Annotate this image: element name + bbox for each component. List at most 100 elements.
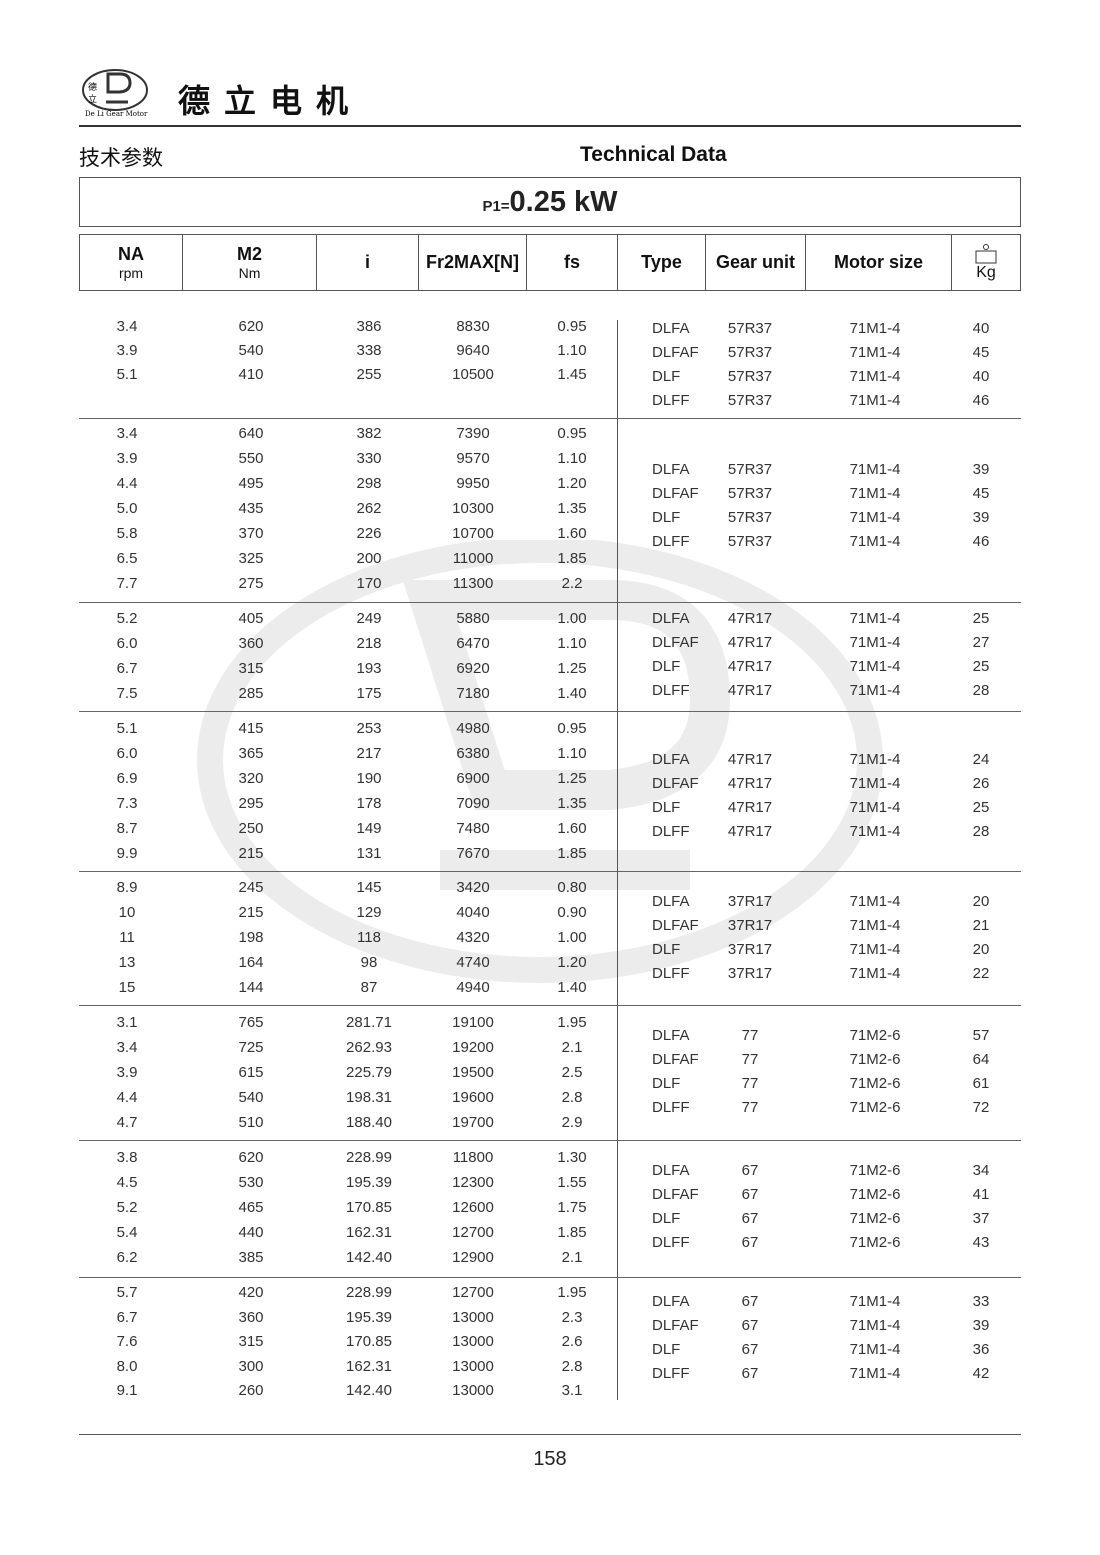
group-separator	[79, 1277, 1021, 1278]
cell-weight: 28	[972, 682, 990, 699]
cell-motor-size: 71M1-4	[849, 509, 901, 526]
cell-gear-unit: 67	[741, 1317, 759, 1334]
cell-service-factor: 0.95	[557, 318, 587, 335]
cell-ratio: 218	[356, 635, 382, 652]
page-number: 158	[533, 1448, 567, 1470]
cell-service-factor: 1.40	[557, 979, 587, 996]
cell-speed: 3.8	[116, 1149, 138, 1166]
cell-speed: 4.4	[116, 1089, 138, 1106]
cell-ratio: 162.31	[346, 1357, 392, 1375]
cell-gear-unit: 57R37	[727, 485, 773, 502]
cell-gear-unit: 47R17	[727, 634, 773, 651]
cell-gear-unit: 67	[741, 1293, 759, 1310]
cell-torque: 260	[238, 1382, 264, 1399]
cell-radial-force: 6920	[456, 660, 490, 677]
cell-type: DLF	[652, 658, 681, 675]
cell-service-factor: 0.90	[557, 904, 587, 921]
cell-motor-size: 71M1-4	[849, 392, 901, 409]
cell-motor-size: 71M2-6	[849, 1186, 901, 1203]
cell-radial-force: 5880	[456, 610, 490, 627]
cell-weight: 25	[972, 658, 990, 675]
cell-torque: 405	[238, 610, 264, 627]
cell-ratio: 228.99	[346, 1149, 392, 1166]
cell-torque: 320	[238, 770, 264, 787]
cell-speed: 6.7	[116, 660, 138, 677]
cell-service-factor: 1.25	[557, 660, 587, 677]
cell-motor-size: 71M1-4	[849, 634, 901, 651]
cell-ratio: 217	[356, 745, 382, 762]
col-fr2max: Fr2MAX[N]	[419, 235, 527, 290]
cell-motor-size: 71M1-4	[849, 485, 901, 502]
col-m2-unit: Nm	[238, 265, 261, 281]
cell-type: DLF	[652, 1341, 681, 1358]
cell-weight: 20	[972, 941, 990, 958]
cell-motor-size: 71M1-4	[849, 658, 901, 675]
cell-motor-size: 71M1-4	[849, 799, 901, 816]
cell-ratio: 195.39	[346, 1174, 392, 1191]
cell-radial-force: 12700	[452, 1284, 494, 1301]
cell-gear-unit: 37R17	[727, 917, 773, 934]
cell-gear-unit: 57R37	[727, 368, 773, 385]
cell-torque: 315	[238, 1333, 264, 1350]
cell-weight: 57	[972, 1027, 990, 1044]
cell-service-factor: 2.8	[561, 1089, 583, 1106]
cell-speed: 8.0	[116, 1357, 138, 1375]
cell-gear-unit: 47R17	[727, 610, 773, 627]
col-kg: Kg	[952, 235, 1020, 290]
cell-radial-force: 7390	[456, 425, 490, 442]
cell-radial-force: 10300	[452, 500, 494, 517]
cell-speed: 4.7	[116, 1114, 138, 1131]
cell-motor-size: 71M1-4	[849, 610, 901, 627]
col-motor-size: Motor size	[806, 235, 952, 290]
cell-speed: 9.1	[116, 1382, 138, 1399]
cell-type: DLFAF	[652, 1186, 699, 1203]
cell-radial-force: 7180	[456, 685, 490, 702]
title-english: Technical Data	[580, 143, 727, 166]
cell-radial-force: 9570	[456, 450, 490, 467]
cell-service-factor: 2.5	[561, 1064, 583, 1081]
cell-gear-unit: 47R17	[727, 799, 773, 816]
cell-ratio: 145	[356, 879, 382, 896]
cell-service-factor: 2.3	[561, 1308, 583, 1326]
cell-type: DLFA	[652, 1162, 690, 1179]
cell-weight: 24	[972, 751, 990, 768]
cell-type: DLFA	[652, 320, 690, 337]
cell-radial-force: 4940	[456, 979, 490, 996]
cell-type: DLFA	[652, 893, 690, 910]
cell-torque: 385	[238, 1249, 264, 1266]
cell-weight: 37	[972, 1210, 990, 1227]
cell-type: DLFA	[652, 610, 690, 627]
cell-torque: 245	[238, 879, 264, 896]
cell-speed: 7.3	[116, 795, 138, 812]
col-na: NA rpm	[80, 235, 183, 290]
cell-speed: 5.2	[116, 610, 138, 627]
cell-radial-force: 19500	[452, 1064, 494, 1081]
cell-service-factor: 1.75	[557, 1199, 587, 1216]
cell-gear-unit: 67	[741, 1234, 759, 1251]
cell-weight: 39	[972, 461, 990, 478]
cell-ratio: 193	[356, 660, 382, 677]
cell-torque: 370	[238, 525, 264, 542]
cell-radial-force: 11300	[452, 575, 494, 592]
cell-weight: 25	[972, 610, 990, 627]
cell-gear-unit: 57R37	[727, 392, 773, 409]
cell-ratio: 198.31	[346, 1089, 392, 1106]
cell-service-factor: 1.30	[557, 1149, 587, 1166]
cell-service-factor: 1.10	[557, 635, 587, 652]
cell-service-factor: 1.10	[557, 342, 587, 359]
cell-service-factor: 1.35	[557, 500, 587, 517]
cell-weight: 27	[972, 634, 990, 651]
cell-speed: 10	[118, 904, 136, 921]
cell-service-factor: 1.40	[557, 685, 587, 702]
group-separator	[79, 871, 1021, 872]
cell-gear-unit: 47R17	[727, 751, 773, 768]
cell-speed: 5.7	[116, 1284, 138, 1301]
cell-speed: 8.9	[116, 879, 138, 896]
cell-type: DLF	[652, 1210, 681, 1227]
cell-torque: 215	[238, 904, 264, 921]
cell-motor-size: 71M1-4	[849, 533, 901, 550]
cell-torque: 615	[238, 1064, 264, 1081]
cell-service-factor: 1.10	[557, 745, 587, 762]
cell-speed: 6.7	[116, 1308, 138, 1326]
footer-rule	[79, 1434, 1021, 1435]
